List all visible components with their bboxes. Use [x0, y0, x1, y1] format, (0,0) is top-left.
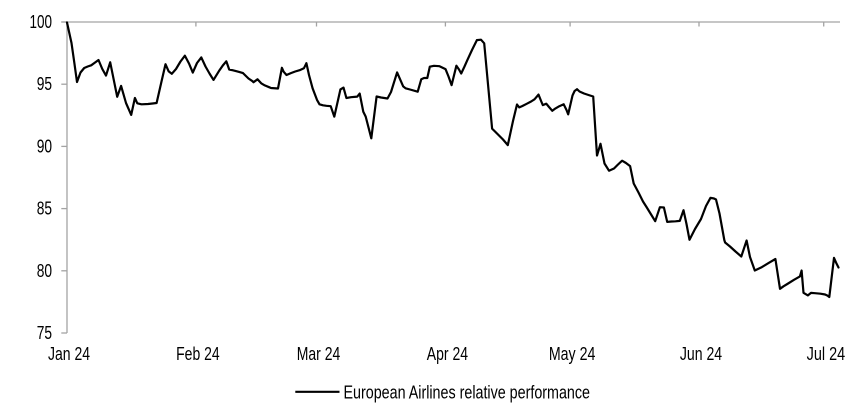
svg-text:85: 85 — [37, 198, 52, 219]
svg-text:Jun 24: Jun 24 — [680, 343, 722, 364]
svg-text:80: 80 — [37, 260, 52, 281]
svg-text:100: 100 — [30, 11, 53, 32]
svg-text:Mar 24: Mar 24 — [297, 343, 341, 364]
svg-text:May 24: May 24 — [549, 343, 596, 364]
svg-text:75: 75 — [37, 322, 52, 343]
svg-text:90: 90 — [37, 135, 52, 156]
svg-text:Apr 24: Apr 24 — [427, 343, 468, 364]
svg-text:Jan 24: Jan 24 — [48, 343, 90, 364]
svg-text:Jul 24: Jul 24 — [807, 343, 846, 364]
svg-text:European Airlines relative per: European Airlines relative performance — [344, 381, 591, 402]
svg-text:95: 95 — [37, 73, 52, 94]
svg-text:Feb 24: Feb 24 — [176, 343, 220, 364]
